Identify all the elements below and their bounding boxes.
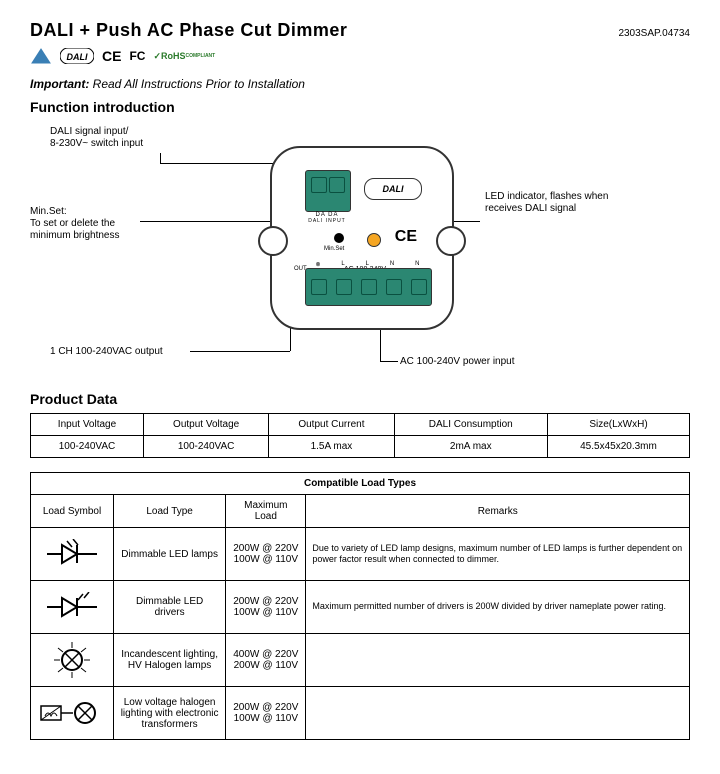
table-cell: Dimmable LED lamps (114, 528, 226, 581)
table-header: Remarks (306, 495, 690, 528)
important-note: Important: Read All Instructions Prior t… (30, 77, 690, 91)
dali-badge: DALI (60, 47, 94, 65)
table-title: Compatible Load Types (31, 473, 690, 495)
table-cell: 200W @ 220V 100W @ 110V (226, 581, 306, 634)
table-cell: Incandescent lighting, HV Halogen lamps (114, 634, 226, 687)
rohs-badge: ✓RoHSCOMPLIANT (153, 47, 215, 65)
table-cell: 400W @ 220V 200W @ 110V (226, 634, 306, 687)
certification-row: DALI CE FC ✓RoHSCOMPLIANT (30, 47, 690, 65)
table-cell: Maximum permitted number of drivers is 2… (306, 581, 690, 634)
product-data-heading: Product Data (30, 391, 690, 407)
led-lamp-symbol-icon (37, 536, 107, 572)
svg-text:DALI: DALI (67, 52, 88, 62)
table-cell: Low voltage halogen lighting with electr… (114, 687, 226, 740)
fcc-badge: FC (129, 47, 145, 65)
callout-dali-signal: DALI signal input/ 8-230V~ switch input (50, 126, 143, 150)
ce-badge: CE (102, 47, 121, 65)
important-label: Important: (30, 77, 89, 91)
terminal-labels: ⊗LLNN (305, 261, 430, 268)
table-cell (306, 687, 690, 740)
device-illustration: DA DADALI INPUT DALI CE Min.Set AC 100-2… (260, 136, 460, 336)
table-cell: 2mA max (394, 436, 547, 458)
function-heading: Function introduction (30, 99, 690, 115)
page-title: DALI + Push AC Phase Cut Dimmer (30, 20, 347, 41)
table-cell: Dimmable LED drivers (114, 581, 226, 634)
table-cell: 200W @ 220V 100W @ 110V (226, 687, 306, 740)
table-header: Output Current (269, 414, 394, 436)
dali-terminal-icon (305, 170, 351, 212)
table-header: DALI Consumption (394, 414, 547, 436)
table-cell: 45.5x45x20.3mm (547, 436, 689, 458)
minset-button-icon (334, 233, 344, 243)
ce-mark-icon: CE (395, 228, 417, 246)
table-cell (306, 634, 690, 687)
table-header: Size(LxWxH) (547, 414, 689, 436)
power-terminal-icon (305, 268, 432, 306)
table-header: Output Voltage (143, 414, 268, 436)
led-indicator-icon (367, 233, 381, 247)
table-cell: 1.5A max (269, 436, 394, 458)
table-cell: 100-240VAC (31, 436, 144, 458)
table-row: Dimmable LED lamps 200W @ 220V 100W @ 11… (31, 528, 690, 581)
tuv-badge (30, 47, 52, 65)
dali-logo-icon: DALI (364, 178, 422, 200)
incandescent-symbol-icon (37, 642, 107, 678)
callout-led: LED indicator, flashes when receives DAL… (485, 191, 608, 215)
table-row: Dimmable LED drivers 200W @ 220V 100W @ … (31, 581, 690, 634)
table-header: Load Type (114, 495, 226, 528)
doc-number: 2303SAP.04734 (618, 28, 690, 39)
table-row: Low voltage halogen lighting with electr… (31, 687, 690, 740)
table-cell: 200W @ 220V 100W @ 110V (226, 528, 306, 581)
lv-halogen-symbol-icon (37, 695, 107, 731)
table-cell: 100-240VAC (143, 436, 268, 458)
led-driver-symbol-icon (37, 589, 107, 625)
compatible-load-table: Compatible Load Types Load Symbol Load T… (30, 472, 690, 740)
table-header: Input Voltage (31, 414, 144, 436)
callout-output: 1 CH 100-240VAC output (50, 346, 163, 358)
callout-power: AC 100-240V power input (400, 356, 515, 368)
table-row: Incandescent lighting, HV Halogen lamps … (31, 634, 690, 687)
table-header: Load Symbol (31, 495, 114, 528)
table-cell: Due to variety of LED lamp designs, maxi… (306, 528, 690, 581)
device-diagram: DALI signal input/ 8-230V~ switch input … (30, 121, 690, 381)
callout-minset: Min.Set: To set or delete the minimum br… (30, 206, 119, 242)
table-header: Maximum Load (226, 495, 306, 528)
important-text: Read All Instructions Prior to Installat… (89, 77, 305, 91)
product-data-table: Input Voltage Output Voltage Output Curr… (30, 413, 690, 458)
